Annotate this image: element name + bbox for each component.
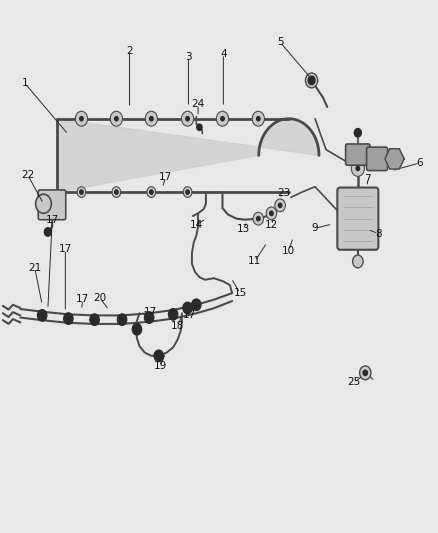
Text: 9: 9 (312, 223, 318, 233)
Circle shape (147, 187, 155, 197)
FancyBboxPatch shape (346, 144, 370, 165)
Circle shape (183, 187, 192, 197)
Text: 11: 11 (248, 256, 261, 266)
Circle shape (145, 312, 154, 324)
Text: 22: 22 (21, 170, 35, 180)
FancyBboxPatch shape (337, 188, 378, 250)
Circle shape (186, 117, 189, 121)
Circle shape (150, 190, 153, 194)
Circle shape (35, 194, 51, 213)
Circle shape (216, 111, 229, 126)
Circle shape (168, 309, 178, 320)
Circle shape (186, 190, 189, 194)
Text: 3: 3 (185, 52, 192, 61)
Circle shape (363, 370, 367, 375)
Text: 18: 18 (171, 321, 184, 331)
Circle shape (150, 117, 153, 121)
Circle shape (115, 117, 118, 121)
Circle shape (305, 73, 318, 88)
Circle shape (270, 211, 273, 215)
Text: 8: 8 (375, 229, 381, 239)
Text: 17: 17 (59, 245, 72, 254)
Circle shape (353, 255, 363, 268)
Circle shape (351, 160, 364, 176)
Circle shape (77, 187, 86, 197)
FancyBboxPatch shape (38, 190, 66, 220)
Circle shape (356, 166, 360, 171)
Circle shape (115, 190, 118, 194)
Circle shape (279, 203, 282, 207)
Text: 7: 7 (364, 174, 371, 184)
Text: 4: 4 (220, 49, 227, 59)
Text: 17: 17 (183, 310, 196, 320)
Circle shape (44, 228, 51, 236)
Text: 5: 5 (277, 37, 283, 47)
Text: 24: 24 (191, 99, 205, 109)
Text: 25: 25 (348, 377, 361, 387)
Circle shape (360, 366, 371, 379)
Text: 17: 17 (143, 306, 157, 317)
Text: 14: 14 (190, 220, 203, 230)
Circle shape (64, 313, 73, 325)
Circle shape (257, 216, 260, 221)
Text: 17: 17 (46, 215, 59, 225)
Circle shape (80, 190, 83, 194)
Circle shape (253, 212, 264, 225)
Text: 6: 6 (417, 158, 423, 168)
Circle shape (197, 124, 202, 131)
Text: 19: 19 (153, 361, 167, 372)
Text: 17: 17 (159, 172, 173, 182)
Text: 10: 10 (283, 246, 295, 255)
Circle shape (90, 314, 99, 326)
Text: 15: 15 (233, 288, 247, 298)
Text: 21: 21 (28, 263, 41, 272)
Circle shape (145, 111, 157, 126)
Circle shape (183, 302, 192, 314)
Circle shape (266, 207, 277, 220)
Circle shape (221, 117, 224, 121)
Circle shape (110, 111, 123, 126)
Circle shape (37, 310, 47, 321)
Circle shape (132, 324, 142, 335)
Circle shape (80, 117, 83, 121)
Circle shape (257, 117, 260, 121)
Circle shape (112, 187, 121, 197)
Circle shape (154, 350, 163, 362)
Text: 17: 17 (76, 294, 89, 304)
Text: 23: 23 (277, 188, 290, 198)
Text: 13: 13 (237, 224, 250, 235)
Text: 2: 2 (126, 46, 133, 56)
Text: 20: 20 (94, 293, 107, 303)
Circle shape (252, 111, 265, 126)
Circle shape (308, 76, 315, 85)
Text: 1: 1 (21, 78, 28, 88)
FancyBboxPatch shape (367, 147, 388, 171)
Text: 12: 12 (265, 220, 278, 230)
Circle shape (354, 128, 361, 137)
Polygon shape (57, 119, 319, 192)
Circle shape (75, 111, 88, 126)
Polygon shape (385, 149, 404, 169)
Circle shape (275, 199, 286, 212)
Circle shape (117, 314, 127, 326)
Circle shape (181, 111, 194, 126)
Circle shape (191, 299, 201, 311)
